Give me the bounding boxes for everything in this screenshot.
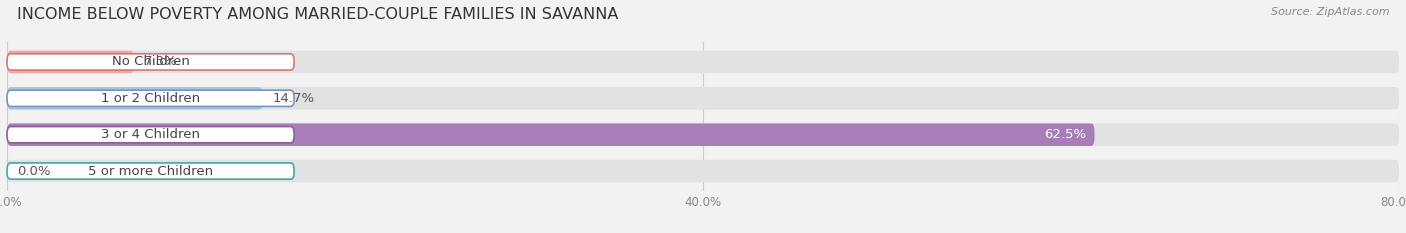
Text: 7.3%: 7.3%	[143, 55, 177, 69]
Text: 1 or 2 Children: 1 or 2 Children	[101, 92, 200, 105]
FancyBboxPatch shape	[7, 54, 294, 70]
Text: Source: ZipAtlas.com: Source: ZipAtlas.com	[1271, 7, 1389, 17]
FancyBboxPatch shape	[7, 51, 1399, 73]
FancyBboxPatch shape	[7, 87, 1399, 110]
FancyBboxPatch shape	[7, 123, 1399, 146]
FancyBboxPatch shape	[7, 127, 294, 143]
Text: 3 or 4 Children: 3 or 4 Children	[101, 128, 200, 141]
FancyBboxPatch shape	[7, 51, 134, 73]
Text: No Children: No Children	[111, 55, 190, 69]
Text: INCOME BELOW POVERTY AMONG MARRIED-COUPLE FAMILIES IN SAVANNA: INCOME BELOW POVERTY AMONG MARRIED-COUPL…	[17, 7, 619, 22]
Text: 62.5%: 62.5%	[1045, 128, 1087, 141]
FancyBboxPatch shape	[7, 123, 1094, 146]
Text: 5 or more Children: 5 or more Children	[89, 164, 214, 178]
FancyBboxPatch shape	[7, 163, 294, 179]
FancyBboxPatch shape	[7, 87, 263, 110]
Text: 0.0%: 0.0%	[17, 164, 51, 178]
Text: 14.7%: 14.7%	[273, 92, 315, 105]
FancyBboxPatch shape	[7, 160, 1399, 182]
FancyBboxPatch shape	[7, 90, 294, 106]
